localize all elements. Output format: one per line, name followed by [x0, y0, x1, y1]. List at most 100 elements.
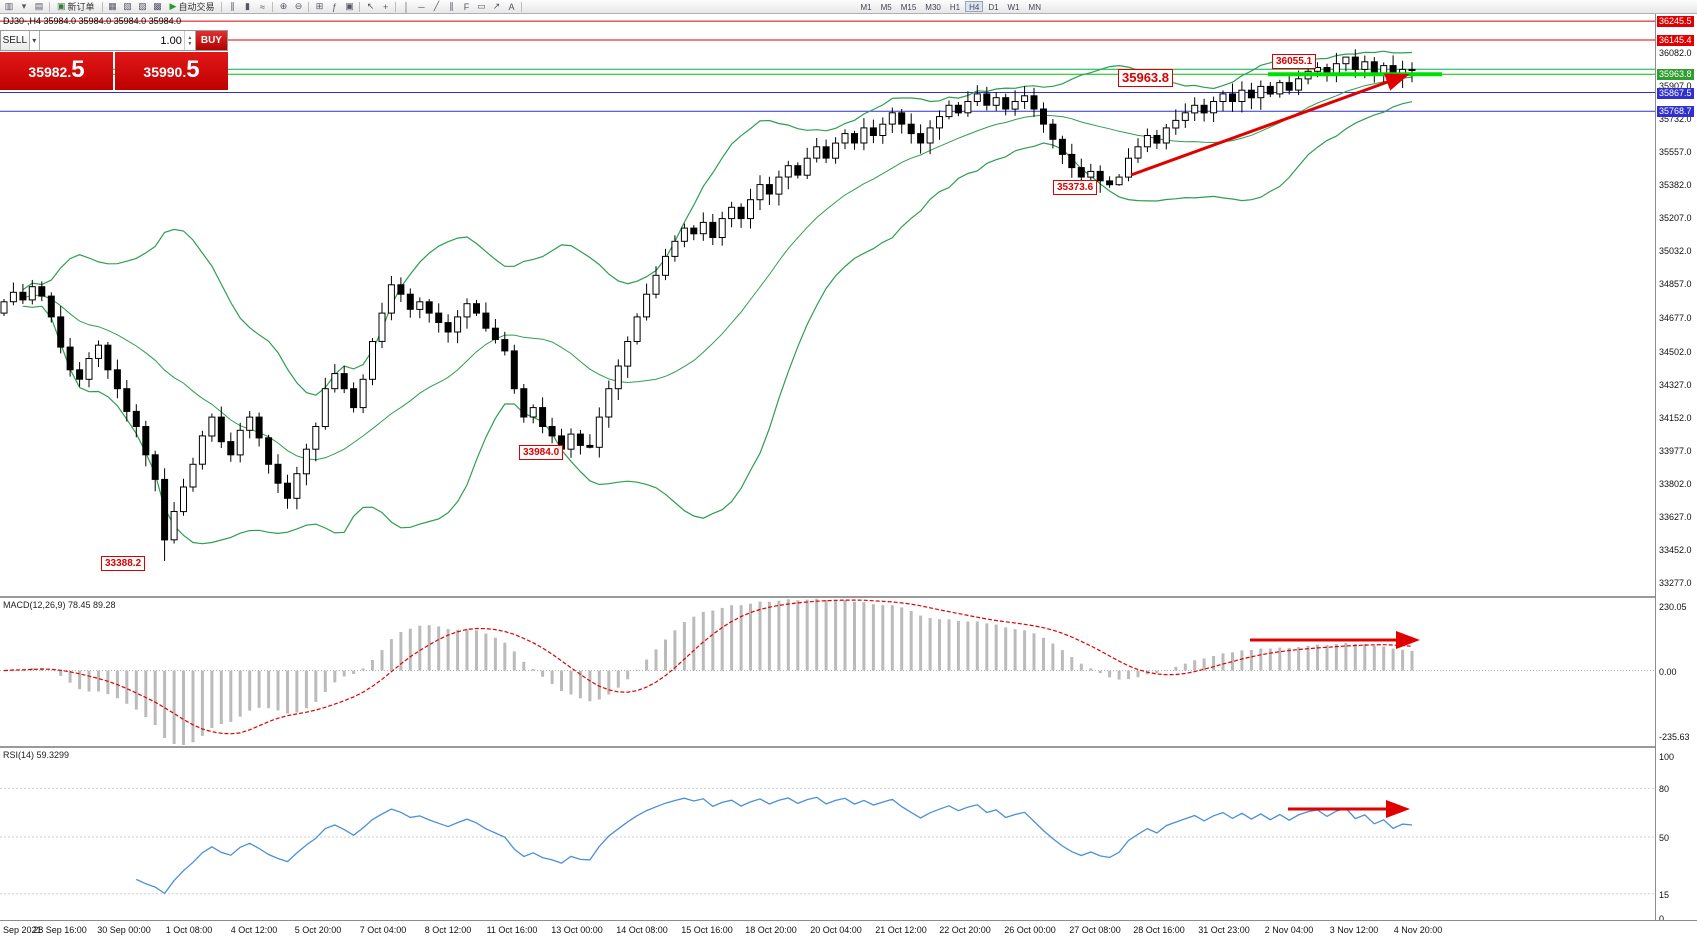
horizontal-line-icon[interactable]: ─ — [418, 1, 425, 12]
time-axis[interactable]: Sep 2021 28 Sep 16:00 30 Sep 00:00 1 Oct 0… — [0, 920, 1697, 940]
candlestick-chart-icon[interactable]: ▮ — [244, 1, 250, 11]
macd-tick: 230.05 — [1659, 602, 1687, 612]
market-watch-icon[interactable]: ▦ — [108, 1, 117, 11]
zoom-out-icon[interactable]: ⊖ — [294, 1, 303, 11]
tile-windows-icon[interactable]: ⊞ — [315, 1, 324, 11]
templates-icon[interactable]: ▣ — [345, 1, 354, 11]
time-tick: 18 Oct 20:00 — [745, 925, 797, 935]
chart-select-dropdown-icon[interactable]: ▾ — [21, 1, 27, 11]
new-chart-icon[interactable]: ▥ — [4, 1, 14, 11]
price-annotation[interactable]: 35963.8 — [1118, 69, 1173, 87]
volume-field-wrap: ▲ ▼ — [39, 31, 196, 50]
timeframe-m1[interactable]: M1 — [860, 3, 872, 12]
price-axis[interactable]: 36082.0 35907.0 35732.0 35557.0 35382.0 35207… — [1655, 14, 1697, 924]
macd-panel[interactable]: MACD(12,26,9) 78.45 89.28 — [0, 598, 1655, 746]
price-chip: 35867.5 — [1657, 88, 1694, 99]
volume-stepper[interactable]: ▲ ▼ — [183, 31, 195, 50]
price-annotation[interactable]: 33984.0 — [519, 445, 564, 460]
toolbar-separator — [359, 1, 361, 12]
rsi-canvas[interactable] — [0, 748, 1655, 920]
text-icon[interactable]: A — [508, 1, 515, 12]
toolbar-separator — [272, 1, 274, 12]
crosshair-icon[interactable]: + — [382, 1, 389, 12]
shapes-icon[interactable]: ▭ — [477, 1, 486, 11]
price-chip: 36245.5 — [1657, 16, 1694, 27]
macd-label: MACD(12,26,9) 78.45 89.28 — [3, 600, 116, 610]
price-annotation[interactable]: 36055.1 — [1272, 54, 1317, 69]
new-order-button[interactable]: ▣ 新订单 — [53, 1, 99, 13]
bar-chart-icon[interactable]: ∥ — [230, 1, 235, 11]
main-chart-canvas[interactable] — [0, 14, 1655, 596]
time-tick: 28 Sep 16:00 — [33, 925, 87, 935]
time-tick: 20 Oct 04:00 — [810, 925, 862, 935]
candles — [0, 49, 1416, 561]
timeframe-h1[interactable]: H1 — [949, 3, 961, 12]
sell-price-box[interactable]: 35982. 5 — [0, 52, 113, 90]
time-tick: 27 Oct 08:00 — [1069, 925, 1121, 935]
order-type-dropdown[interactable]: ▾ — [29, 31, 40, 50]
price-annotation[interactable]: 35373.6 — [1053, 180, 1098, 195]
time-tick: 15 Oct 16:00 — [681, 925, 733, 935]
data-window-icon[interactable]: ▧ — [123, 1, 132, 11]
timeframe-w1[interactable]: W1 — [1007, 3, 1020, 12]
trade-prices-row: 35982. 5 35990. 5 — [0, 52, 228, 90]
volume-input[interactable] — [39, 31, 184, 50]
buy-price-big-digit: 5 — [186, 56, 200, 83]
price-tick: 34327.0 — [1659, 380, 1692, 390]
channel-icon[interactable]: ∥ — [449, 1, 454, 11]
timeframe-h4[interactable]: H4 — [965, 1, 984, 12]
timeframe-mn[interactable]: MN — [1028, 3, 1041, 12]
terminal-icon[interactable]: ▩ — [153, 1, 162, 11]
price-annotation[interactable]: 33388.2 — [101, 556, 146, 571]
price-tick: 33977.0 — [1659, 446, 1692, 456]
macd-tick: 0.00 — [1659, 667, 1677, 677]
trend-arrow[interactable] — [1130, 73, 1410, 177]
price-tick: 33627.0 — [1659, 512, 1692, 522]
price-tick: 35382.0 — [1659, 180, 1692, 190]
price-tick: 36082.0 — [1659, 48, 1692, 58]
volume-up-icon[interactable]: ▲ — [187, 34, 193, 41]
panel-separator[interactable] — [0, 746, 1697, 748]
price-tick: 34502.0 — [1659, 347, 1692, 357]
time-tick: 4 Oct 12:00 — [230, 925, 278, 935]
bollinger-bands — [22, 50, 1413, 545]
zoom-in-icon[interactable]: ⊕ — [279, 1, 288, 11]
arrows-icon[interactable]: ↗ — [492, 1, 501, 11]
new-order-button-icon: ▣ — [57, 1, 66, 11]
price-tick: 35557.0 — [1659, 147, 1692, 157]
auto-trading-button-icon: ▶ — [169, 1, 177, 11]
auto-trading-button-label: 自动交易 — [178, 2, 215, 12]
rsi-panel[interactable]: RSI(14) 59.3299 — [0, 748, 1655, 920]
navigator-icon[interactable]: ▨ — [138, 1, 147, 11]
trendline-icon[interactable]: ╱ — [433, 1, 440, 11]
indicators-icon[interactable]: ƒ — [331, 1, 337, 12]
timeframe-m30[interactable]: M30 — [925, 3, 941, 12]
volume-down-icon[interactable]: ▼ — [187, 40, 193, 47]
fibonacci-icon[interactable]: F — [463, 1, 470, 12]
cursor-icon[interactable]: ↖ — [366, 1, 375, 11]
horizontal-lines — [0, 20, 1655, 112]
line-chart-icon[interactable]: ≈ — [259, 1, 265, 12]
main-chart-panel[interactable]: DJ30-,H4 35984.0 35984.0 35984.0 35984.0… — [0, 14, 1655, 596]
timeframe-d1[interactable]: D1 — [988, 3, 999, 12]
sell-button[interactable]: SELL — [1, 31, 30, 50]
profiles-icon[interactable]: ▤ — [34, 1, 44, 11]
time-tick: 26 Oct 00:00 — [1004, 925, 1056, 935]
time-tick: 5 Oct 20:00 — [294, 925, 342, 935]
rsi-tick: 0 — [1659, 914, 1665, 924]
timeframe-m15[interactable]: M15 — [900, 3, 917, 12]
timeframe-m5[interactable]: M5 — [880, 3, 892, 12]
time-tick: 14 Oct 08:00 — [616, 925, 668, 935]
vertical-line-icon[interactable]: │ — [403, 1, 410, 12]
time-tick: 22 Oct 20:00 — [939, 925, 991, 935]
panel-separator[interactable] — [0, 596, 1697, 598]
buy-price-box[interactable]: 35990. 5 — [115, 52, 228, 90]
buy-button[interactable]: BUY — [195, 31, 227, 50]
new-order-button-label: 新订单 — [67, 2, 95, 12]
price-tick: 33802.0 — [1659, 479, 1692, 489]
auto-trading-button[interactable]: ▶ 自动交易 — [166, 1, 219, 13]
macd-canvas[interactable] — [0, 598, 1655, 746]
time-tick: 11 Oct 16:00 — [486, 925, 538, 935]
time-tick: 7 Oct 04:00 — [359, 925, 407, 935]
time-tick: 21 Oct 12:00 — [875, 925, 927, 935]
